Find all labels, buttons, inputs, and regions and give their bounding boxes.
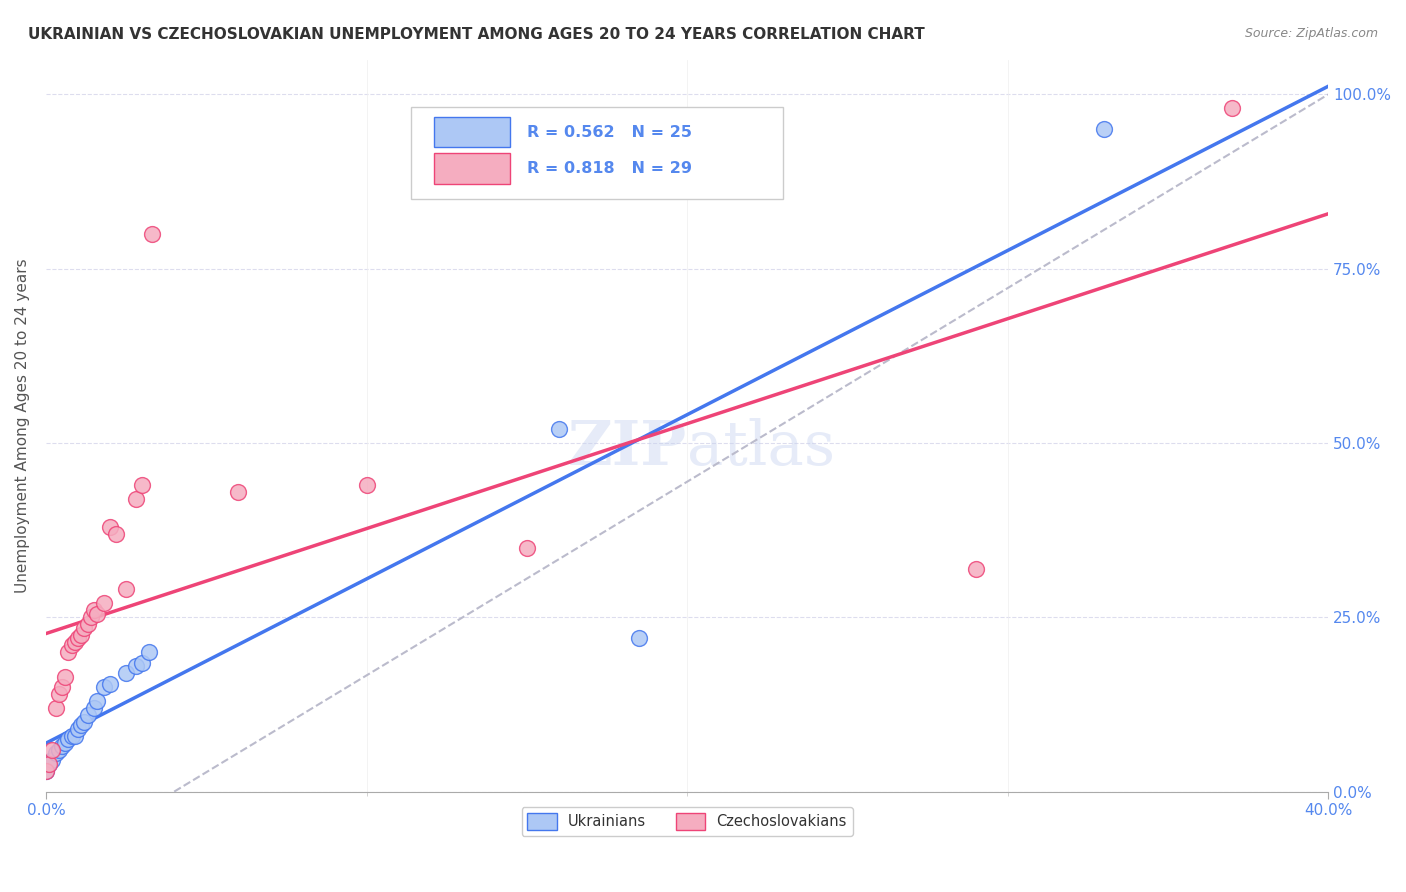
Point	[48, 687, 70, 701]
Point	[138, 645, 160, 659]
FancyBboxPatch shape	[412, 107, 783, 199]
Point	[76, 707, 98, 722]
Point	[60, 638, 83, 652]
Point	[131, 478, 153, 492]
Point	[70, 718, 93, 732]
Point	[83, 701, 105, 715]
Point	[86, 694, 108, 708]
Point	[76, 617, 98, 632]
Point	[41, 743, 63, 757]
Point	[1220, 102, 1243, 116]
Legend: Ukrainians, Czechoslovakians: Ukrainians, Czechoslovakians	[522, 807, 852, 836]
Point	[516, 541, 538, 555]
Point	[38, 756, 60, 771]
Text: UKRAINIAN VS CZECHOSLOVAKIAN UNEMPLOYMENT AMONG AGES 20 TO 24 YEARS CORRELATION : UKRAINIAN VS CZECHOSLOVAKIAN UNEMPLOYMEN…	[28, 27, 925, 42]
Point	[66, 632, 89, 646]
Point	[41, 753, 63, 767]
Point	[48, 743, 70, 757]
Point	[547, 422, 569, 436]
Point	[38, 756, 60, 771]
Text: atlas: atlas	[688, 417, 835, 477]
FancyBboxPatch shape	[434, 153, 510, 184]
Y-axis label: Unemployment Among Ages 20 to 24 years: Unemployment Among Ages 20 to 24 years	[15, 259, 30, 593]
Point	[86, 607, 108, 621]
Text: R = 0.562   N = 25: R = 0.562 N = 25	[527, 125, 692, 139]
Point	[35, 764, 58, 778]
Point	[105, 526, 128, 541]
Point	[53, 670, 76, 684]
Point	[1092, 122, 1115, 136]
Point	[35, 764, 58, 778]
Point	[226, 484, 249, 499]
Point	[66, 722, 89, 736]
Point	[965, 561, 987, 575]
Point	[141, 227, 163, 241]
Point	[131, 656, 153, 670]
Point	[45, 701, 67, 715]
Point	[53, 736, 76, 750]
Text: Source: ZipAtlas.com: Source: ZipAtlas.com	[1244, 27, 1378, 40]
Point	[80, 610, 103, 624]
Point	[58, 645, 80, 659]
Point	[63, 729, 86, 743]
Point	[73, 714, 96, 729]
FancyBboxPatch shape	[434, 117, 510, 147]
Point	[356, 478, 378, 492]
Point	[51, 680, 73, 694]
Point	[115, 582, 138, 597]
Point	[51, 739, 73, 754]
Point	[45, 746, 67, 760]
Point	[58, 732, 80, 747]
Point	[627, 632, 650, 646]
Text: R = 0.818   N = 29: R = 0.818 N = 29	[527, 161, 692, 176]
Point	[70, 628, 93, 642]
Point	[60, 729, 83, 743]
Point	[93, 596, 115, 610]
Point	[73, 621, 96, 635]
Point	[125, 659, 148, 673]
Point	[63, 634, 86, 648]
Text: ZIP: ZIP	[568, 417, 688, 477]
Point	[125, 491, 148, 506]
Point	[98, 519, 121, 533]
Point	[115, 666, 138, 681]
Point	[98, 676, 121, 690]
Point	[93, 680, 115, 694]
Point	[83, 603, 105, 617]
